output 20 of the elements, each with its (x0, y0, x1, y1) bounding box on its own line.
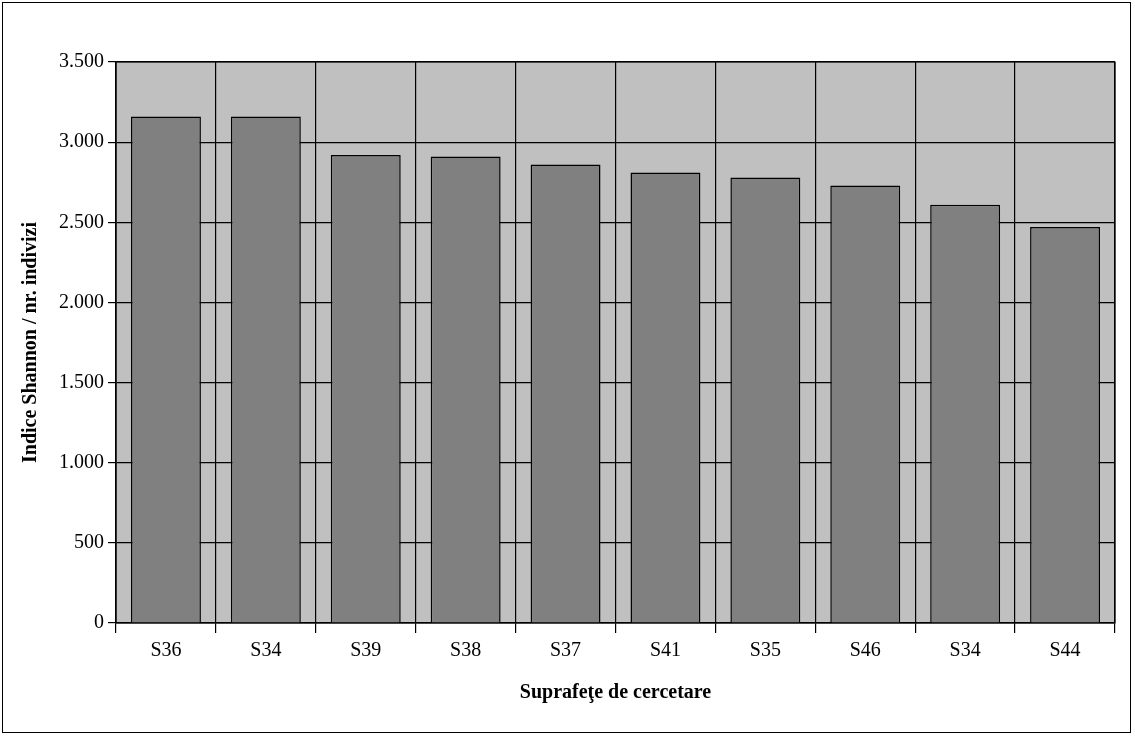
y-tick-label: 1.500 (59, 369, 104, 392)
x-tick-label: S34 (949, 638, 981, 661)
y-tick-label: 2.500 (59, 209, 104, 232)
x-tick-label: S39 (350, 638, 382, 661)
y-tick-label: 0 (94, 610, 104, 633)
x-tick-label: S37 (549, 638, 582, 661)
x-tick-label: S35 (749, 638, 781, 661)
x-tick-label: S36 (150, 638, 182, 661)
y-axis-title: Indice Shannon / nr. indivizi (18, 221, 41, 464)
y-tick-label: 3.000 (59, 129, 104, 152)
x-axis-title: Suprafeţe de cercetare (519, 680, 712, 704)
y-tick-label: 1.000 (59, 449, 104, 472)
x-tick-label: S41 (649, 638, 682, 661)
x-tick-label: S46 (849, 638, 881, 661)
x-tick-label: S44 (1049, 638, 1081, 661)
x-tick-label: S38 (450, 638, 482, 661)
y-tick-label: 2.000 (59, 289, 104, 312)
y-tick-label: 3.500 (59, 49, 104, 72)
y-tick-label: 500 (74, 530, 104, 553)
x-tick-label: S34 (250, 638, 282, 661)
